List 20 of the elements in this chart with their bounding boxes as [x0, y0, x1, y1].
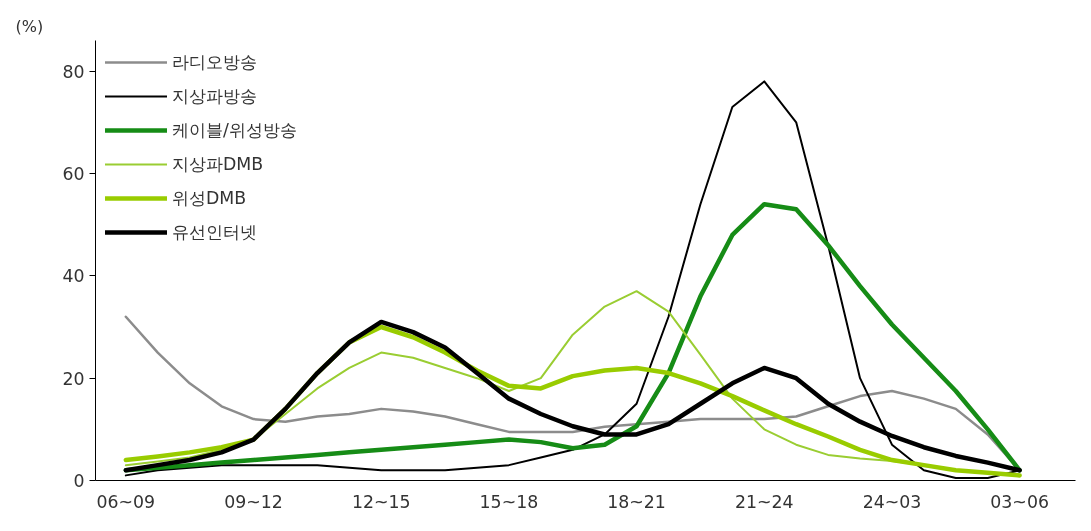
legend-label: 라디오방송 [172, 51, 257, 74]
y-tick-label: 20 [62, 368, 85, 389]
x-tick-label: 06~09 [96, 491, 156, 512]
x-tick-label: 12~15 [351, 491, 411, 512]
y-tick-label: 40 [62, 266, 85, 287]
legend-label: 지상파DMB [172, 153, 264, 176]
x-tick-label: 21~24 [734, 491, 794, 512]
y-tick-label: 60 [62, 164, 85, 185]
x-tick-label: 18~21 [607, 491, 666, 512]
x-tick-label: 24~03 [862, 491, 922, 512]
y-tick-label: 0 [73, 471, 85, 491]
x-tick-label: 09~12 [224, 491, 283, 512]
legend-label: 유선인터넷 [172, 221, 257, 244]
x-tick-label: 03~06 [990, 491, 1049, 512]
x-tick-label: 15~18 [479, 491, 539, 512]
legend-label: 위성DMB [172, 187, 247, 210]
legend-label: 지상파방송 [172, 85, 257, 108]
legend-label: 케이블/위성방송 [172, 119, 297, 142]
y-axis-title: (%) [15, 16, 44, 36]
y-tick-label: 80 [62, 61, 85, 82]
